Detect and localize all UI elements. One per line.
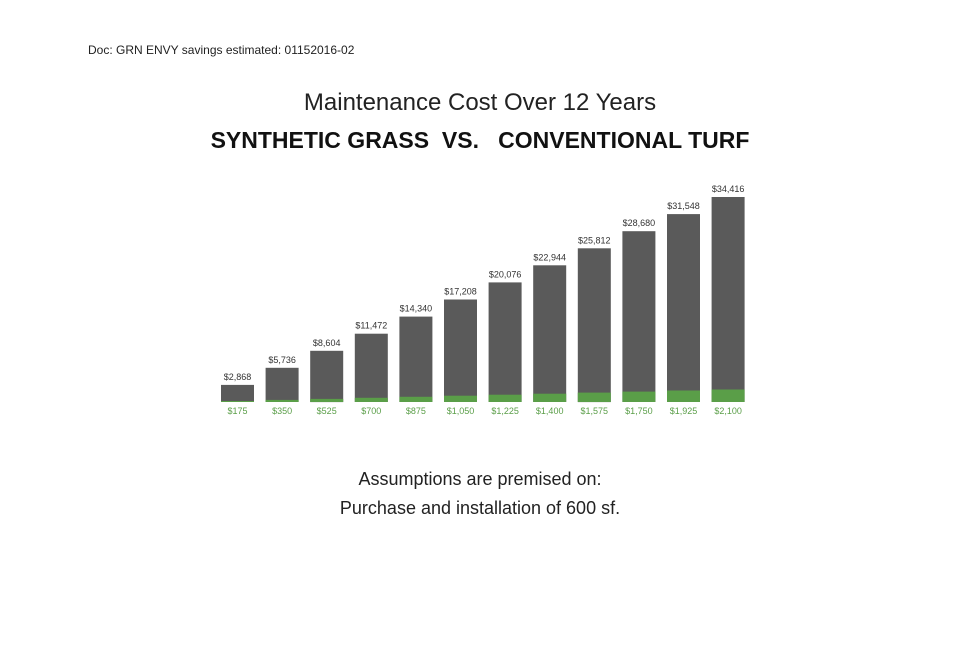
conventional-bar-4	[354, 333, 388, 402]
synthetic-value-label-11: $1,925	[670, 406, 698, 416]
conventional-value-label-10: $28,680	[623, 218, 656, 228]
synthetic-value-label-8: $1,400	[536, 406, 564, 416]
synthetic-value-label-12: $2,100	[714, 406, 742, 416]
conventional-value-label-9: $25,812	[578, 235, 611, 245]
synthetic-bar-11	[667, 390, 700, 402]
conventional-bar-10	[622, 231, 656, 402]
synthetic-bar-8	[533, 393, 567, 402]
conventional-bar-3	[310, 350, 344, 403]
synthetic-value-label-1: $175	[227, 406, 247, 416]
chart-title: Maintenance Cost Over 12 Years	[303, 89, 657, 116]
conventional-value-label-12: $34,416	[712, 184, 745, 194]
conventional-bar-9	[577, 248, 611, 403]
conventional-bar-6	[444, 299, 477, 402]
conventional-bar-5	[399, 316, 433, 402]
assumptions-detail: Purchase and installation of 600 sf.	[339, 498, 621, 518]
assumptions-heading: Assumptions are premised on:	[358, 469, 602, 489]
synthetic-value-label-5: $875	[406, 406, 426, 416]
synthetic-value-label-3: $525	[317, 406, 337, 416]
conventional-bar-12	[711, 197, 745, 402]
conventional-value-label-8: $22,944	[533, 252, 566, 262]
conventional-bar-7	[488, 282, 522, 402]
synthetic-value-label-9: $1,575	[581, 406, 609, 416]
synthetic-value-label-4: $700	[361, 406, 381, 416]
synthetic-bar-3	[310, 398, 344, 402]
synthetic-bar-9	[577, 392, 611, 402]
conventional-value-label-1: $2,868	[224, 372, 252, 382]
conventional-value-label-5: $14,340	[400, 304, 433, 314]
conventional-value-label-7: $20,076	[489, 269, 522, 279]
synthetic-bar-7	[488, 394, 522, 402]
synthetic-value-label-6: $1,050	[447, 406, 475, 416]
synthetic-value-label-7: $1,225	[491, 406, 519, 416]
conventional-bar-8	[533, 265, 567, 402]
conventional-value-label-2: $5,736	[268, 355, 296, 365]
synthetic-bar-5	[399, 396, 433, 402]
synthetic-bar-4	[354, 397, 388, 402]
synthetic-bar-12	[711, 389, 745, 402]
synthetic-value-label-10: $1,750	[625, 406, 653, 416]
conventional-value-label-6: $17,208	[444, 287, 477, 297]
conventional-bar-1	[221, 384, 254, 402]
synthetic-bar-1	[221, 401, 254, 402]
synthetic-bar-6	[444, 395, 477, 402]
conventional-bar-11	[667, 214, 700, 402]
conventional-value-label-4: $11,472	[355, 321, 387, 331]
conventional-bar-2	[265, 367, 299, 402]
conventional-value-label-11: $31,548	[667, 201, 700, 211]
chart-subtitle: SYNTHETIC GRASS VS. CONVENTIONAL TURF	[210, 127, 750, 153]
synthetic-bar-10	[622, 391, 656, 402]
synthetic-value-label-2: $350	[272, 406, 292, 416]
conventional-value-label-3: $8,604	[313, 338, 341, 348]
synthetic-bar-2	[265, 399, 299, 402]
document-label: Doc: GRN ENVY savings estimated: 0115201…	[88, 43, 355, 57]
